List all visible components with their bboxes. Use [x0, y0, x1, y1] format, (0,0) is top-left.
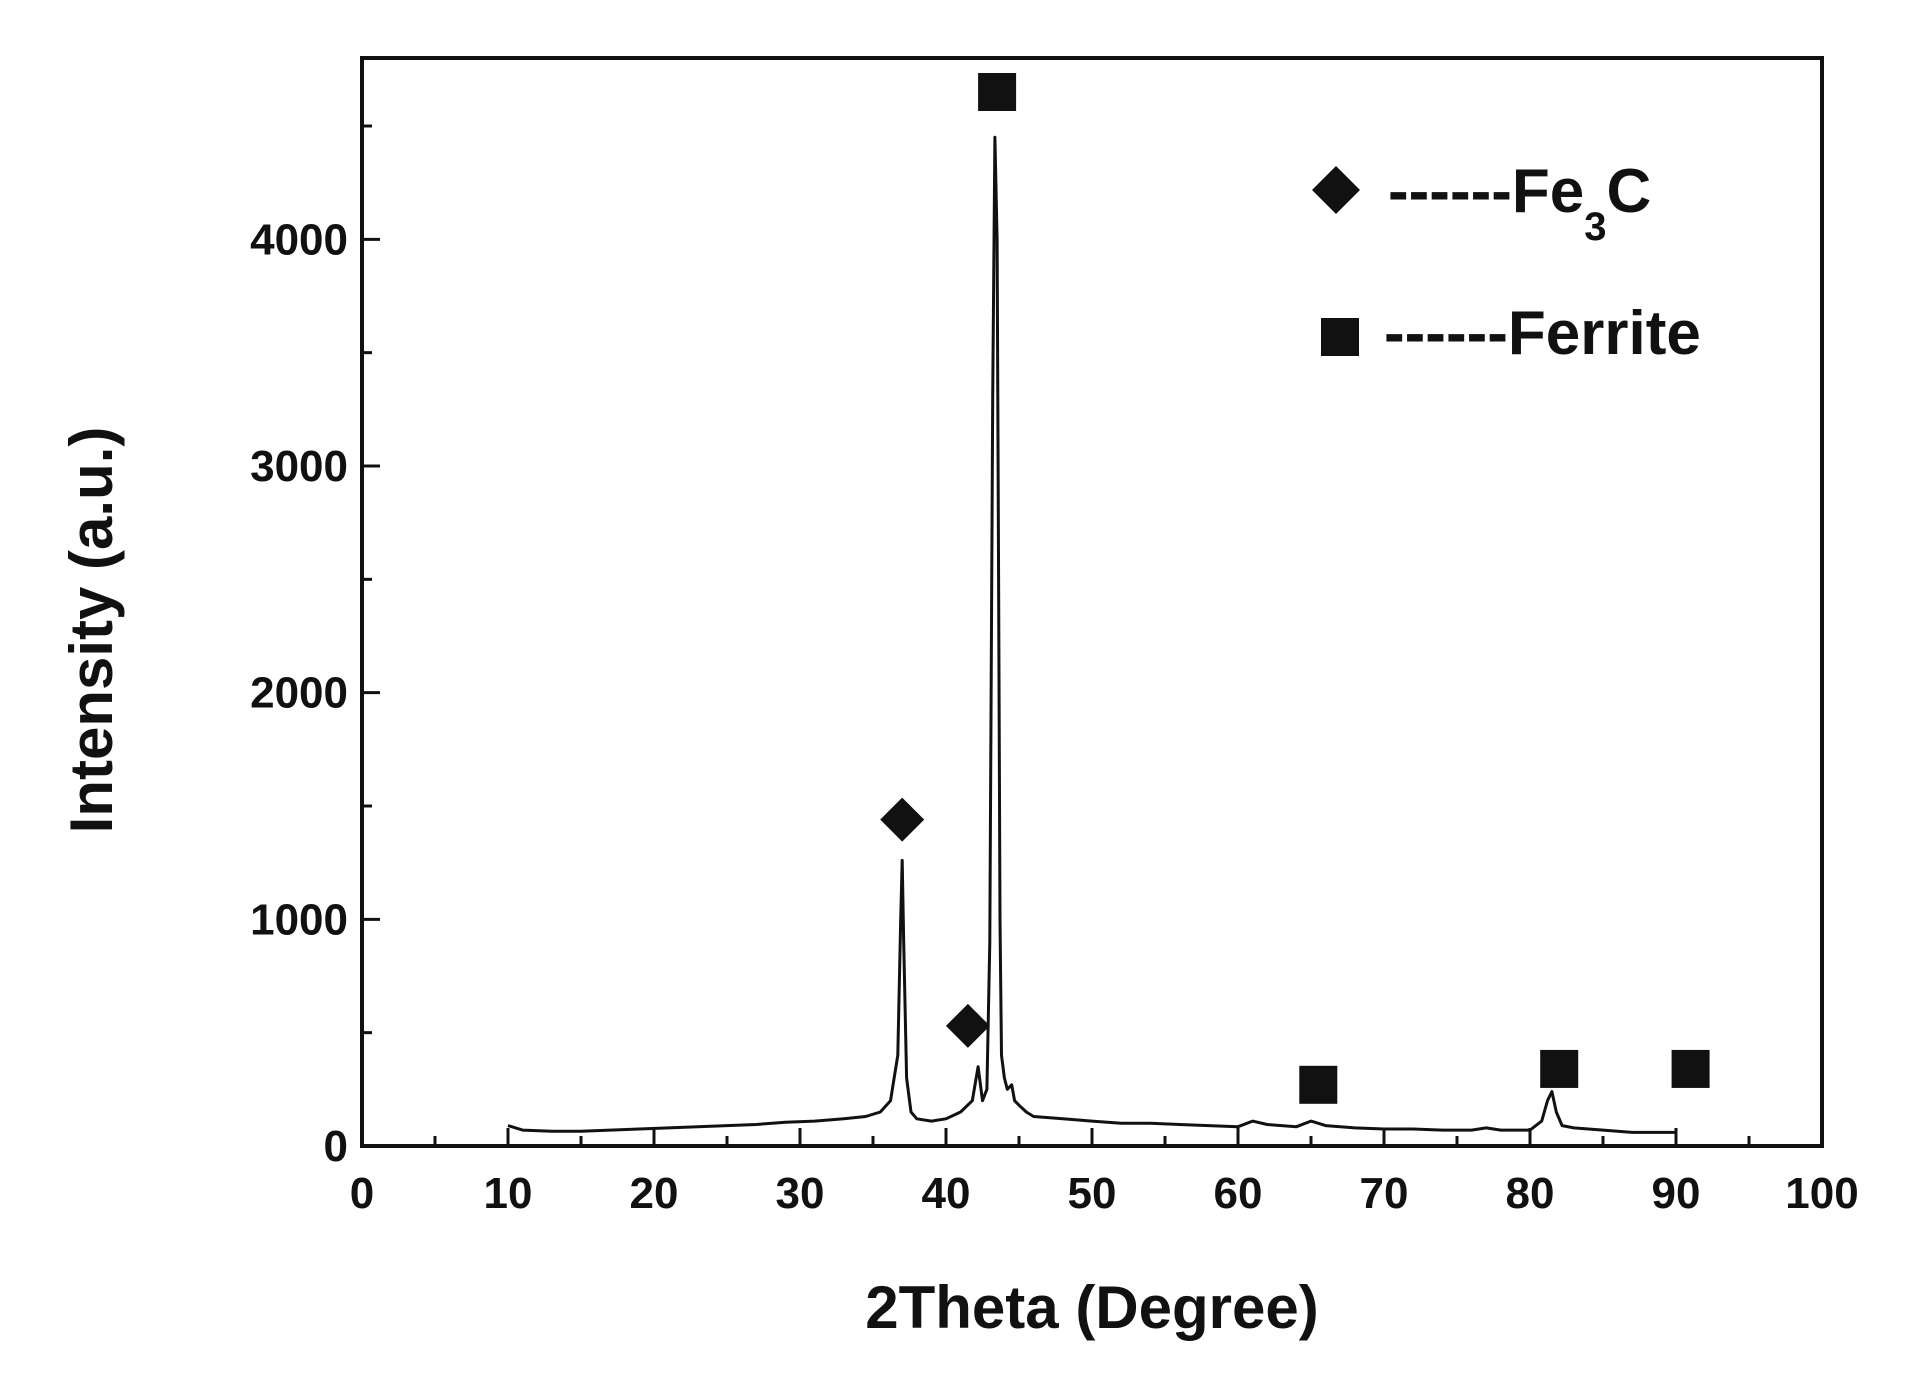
x-tick-label: 100 — [1785, 1169, 1858, 1218]
xrd-pattern-line — [507, 135, 1676, 1134]
x-tick-label: 0 — [350, 1169, 374, 1218]
x-tick-label: 80 — [1506, 1169, 1555, 1218]
x-tick-label: 90 — [1652, 1169, 1701, 1218]
x-tick-label: 60 — [1214, 1169, 1263, 1218]
x-tick-label: 10 — [484, 1169, 533, 1218]
peak-markers-layer — [880, 73, 1710, 1104]
x-tick-label: 30 — [776, 1169, 825, 1218]
fe3c-peak-marker — [945, 1003, 990, 1048]
series-layer — [507, 135, 1676, 1134]
y-axis-title: Intensity (a.u.) — [58, 427, 125, 834]
y-tick-label: 2000 — [250, 669, 348, 718]
y-tick-label: 4000 — [250, 215, 348, 264]
legend-diamond-marker — [1312, 166, 1360, 214]
x-tick-label: 20 — [630, 1169, 679, 1218]
legend-square-marker — [1321, 318, 1359, 356]
ferrite-peak-marker — [978, 73, 1017, 111]
legend-fe3c-base: ------Fe — [1388, 157, 1584, 226]
y-tick-label: 0 — [324, 1122, 348, 1171]
x-tick-label: 50 — [1068, 1169, 1117, 1218]
ferrite-peak-marker — [1540, 1049, 1579, 1088]
legend: ------Fe3C ------Ferrite — [1312, 157, 1701, 368]
fe3c-peak-marker — [880, 797, 925, 842]
legend-fe3c-tail: C — [1606, 157, 1651, 226]
y-axis-ticks: 0 1000 2000 3000 4000 — [250, 124, 380, 1171]
x-tick-label: 70 — [1360, 1169, 1409, 1218]
y-tick-label: 3000 — [250, 442, 348, 491]
legend-item-fe3c: ------Fe3C — [1388, 157, 1651, 249]
x-axis-title: 2Theta (Degree) — [865, 1274, 1318, 1341]
x-axis-ticks: 0 10 20 30 40 50 60 70 80 90 100 — [350, 1128, 1859, 1218]
x-tick-label: 40 — [922, 1169, 971, 1218]
legend-item-ferrite: ------Ferrite — [1384, 299, 1701, 368]
ferrite-peak-marker — [1671, 1049, 1710, 1088]
legend-fe3c-sub: 3 — [1584, 205, 1606, 249]
y-tick-label: 1000 — [250, 895, 348, 944]
ferrite-peak-marker — [1299, 1065, 1338, 1104]
